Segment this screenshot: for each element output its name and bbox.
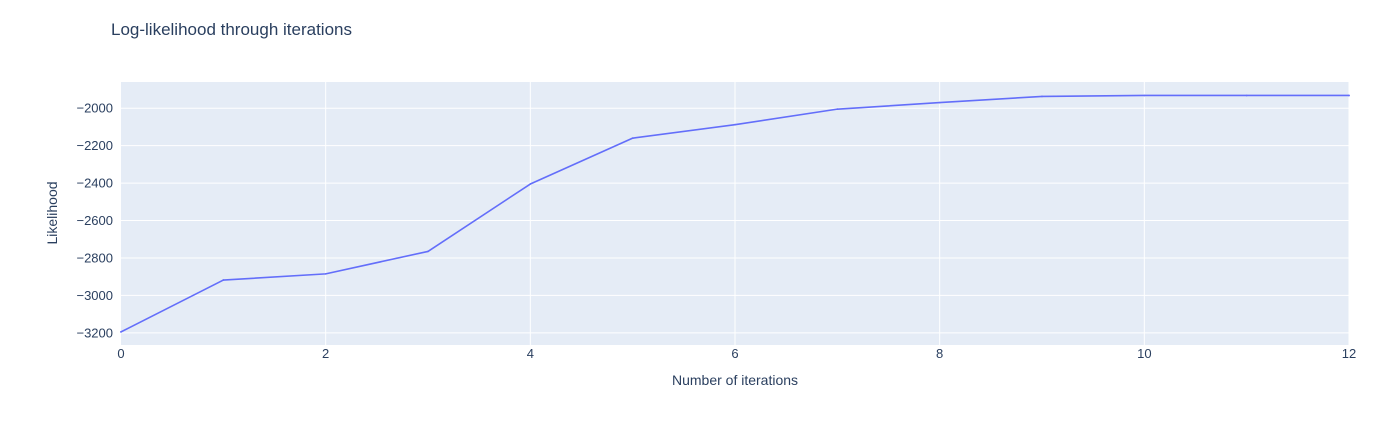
x-tick-label: 8 [936,346,943,361]
data-point [631,137,634,140]
data-point [120,330,122,333]
data-point [734,123,736,126]
y-tick-label: −2600 [76,213,113,228]
x-gridlines [325,82,1350,345]
chart-title: Log-likelihood through iterations [111,20,352,39]
x-tick-label: 10 [1137,346,1151,361]
y-axis-ticks: −3200 −3000 −2800 −2600 −2400 −2200 −2000 [76,101,113,341]
data-point [1348,94,1350,97]
y-tick-label: −2800 [76,250,113,265]
x-tick-label: 12 [1342,346,1356,361]
x-tick-label: 0 [117,346,124,361]
x-tick-label: 6 [731,346,738,361]
y-tick-label: −2000 [76,101,113,116]
y-tick-label: −3200 [76,325,113,340]
data-point [324,272,327,275]
data-point [836,108,839,111]
y-axis-label: Likelihood [44,181,60,244]
data-point [1143,94,1146,97]
x-tick-label: 2 [322,346,329,361]
data-point [1245,94,1248,97]
series-layer [120,94,1350,333]
data-point [1041,95,1043,98]
data-point [427,250,429,253]
data-point [529,183,532,185]
y-tick-label: −3000 [76,288,113,303]
y-tick-label: −2200 [76,138,113,153]
x-axis-label: Number of iterations [672,372,798,388]
data-point [222,279,225,281]
data-point [938,101,941,104]
y-gridlines [121,107,1349,334]
x-axis-ticks: 0 2 4 6 8 10 12 [117,346,1356,361]
y-tick-label: −2400 [76,176,113,191]
x-tick-label: 4 [527,346,534,361]
